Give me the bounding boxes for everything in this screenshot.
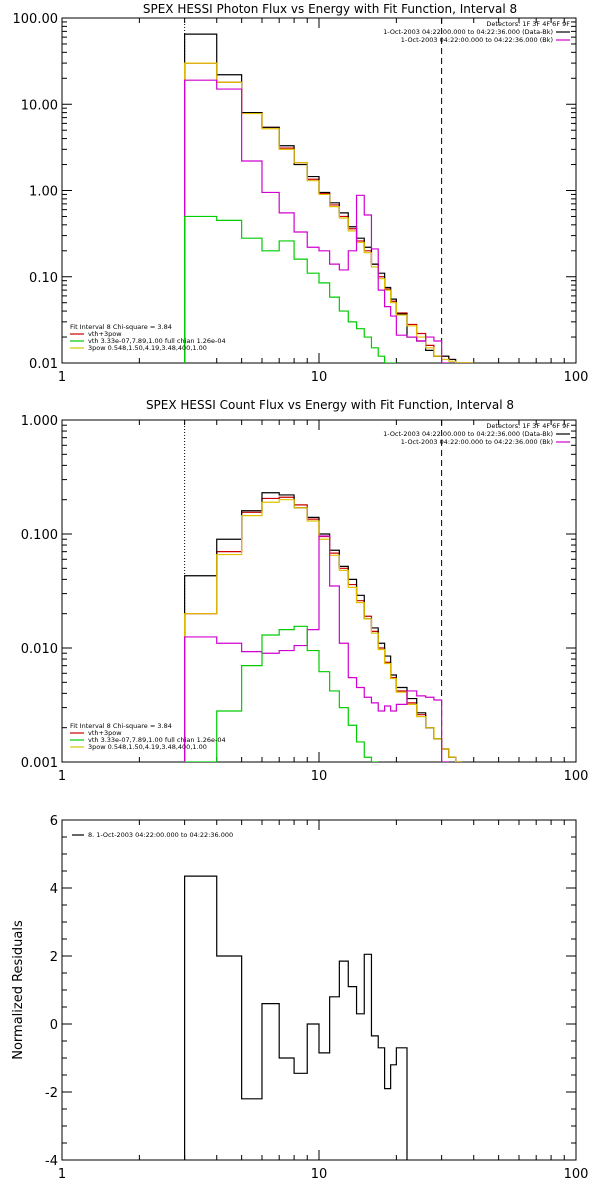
y-tick-label: 0.010 bbox=[21, 642, 58, 657]
legend-entry-label: 8. 1-Oct-2003 04:22:00.000 to 04:22:36.0… bbox=[88, 831, 233, 839]
legend-entry-label: 1-Oct-2003 04:22:00.000 to 04:22:36.000 … bbox=[383, 28, 553, 36]
legend-entry-label: 1-Oct-2003 04:22:00.000 to 04:22:36.000 … bbox=[383, 430, 553, 438]
series-data-bk bbox=[184, 492, 462, 762]
legend-detectors-header: Detectors: 1F 3F 4F 6F 9F bbox=[486, 422, 570, 430]
y-tick-label: 1.00 bbox=[29, 185, 58, 200]
y-tick-label: -2 bbox=[45, 1086, 58, 1101]
y-tick-label: 0.10 bbox=[29, 271, 58, 286]
count-flux-plot-area: 1 10 100 0.001 0.010 0.100 1.000 Detectors: 1F … bbox=[21, 414, 589, 784]
y-tick-label: 100.00 bbox=[13, 12, 59, 27]
y-tick-label: 10.00 bbox=[21, 98, 58, 113]
legend-entry-label: vth 3.33e-07,7.89,1.00 full chian 1.26e-… bbox=[88, 337, 226, 345]
y-tick-label: -4 bbox=[45, 1154, 58, 1169]
series-3pow bbox=[184, 62, 474, 363]
count-flux-panel: SPEX HESSI Count Flux vs Energy with Fit… bbox=[21, 398, 589, 784]
x-tick-label: 1 bbox=[58, 370, 66, 385]
x-tick-label: 10 bbox=[311, 370, 328, 385]
legend-entry-label: 1-Oct-2003 04:22:00.000 to 04:22:36.000 … bbox=[401, 438, 553, 446]
series-bk bbox=[184, 535, 449, 762]
legend-entry-label: vth 3.33e-07,7.89,1.00 full chian 1.26e-… bbox=[88, 736, 226, 744]
y-tick-label: 0.01 bbox=[29, 357, 58, 372]
legend-fit-header: Fit Interval 8 Chi-square = 3.84 bbox=[70, 323, 172, 331]
y-tick-label: 1.000 bbox=[21, 414, 58, 429]
x-tick-label: 10 bbox=[311, 1167, 328, 1182]
x-tick-label: 10 bbox=[311, 769, 328, 784]
photon-flux-title: SPEX HESSI Photon Flux vs Energy with Fi… bbox=[143, 2, 517, 16]
x-tick-label: 1 bbox=[58, 769, 66, 784]
residuals-y-axis-label: Normalized Residuals bbox=[11, 920, 26, 1060]
count-flux-title: SPEX HESSI Count Flux vs Energy with Fit… bbox=[146, 398, 514, 412]
y-tick-label: 4 bbox=[50, 882, 58, 897]
photon-flux-plot-area: 1 10 100 0.01 0.10 1.00 10.00 100.00 Detectors: … bbox=[13, 12, 589, 385]
y-tick-label: 2 bbox=[50, 950, 58, 965]
series-vth-3pow bbox=[184, 62, 474, 363]
x-tick-label: 100 bbox=[564, 769, 589, 784]
series-residuals bbox=[184, 875, 408, 1160]
series-bk bbox=[184, 79, 449, 363]
legend-entry-label: vth+3pow bbox=[88, 330, 122, 338]
legend-entry-label: vth+3pow bbox=[88, 729, 122, 737]
x-tick-label: 100 bbox=[564, 1167, 589, 1182]
legend-entry-label: 1-Oct-2003 04:22:00.000 to 04:22:36.000 … bbox=[401, 36, 553, 44]
series-3pow bbox=[184, 499, 462, 762]
y-tick-label: 0 bbox=[50, 1018, 58, 1033]
x-tick-label: 1 bbox=[58, 1167, 66, 1182]
series-vth bbox=[184, 215, 397, 363]
photon-flux-panel: SPEX HESSI Photon Flux vs Energy with Fi… bbox=[13, 2, 589, 385]
legend-entry-label: 3pow 0.548,1.50,4.19,3.48,400,1.00 bbox=[88, 344, 207, 352]
residuals-plot-area: 1 10 100 -4 -2 0 2 4 6 8. 1-Oct-2003 04:22:00.000… bbox=[45, 814, 588, 1182]
y-tick-label: 0.001 bbox=[21, 756, 58, 771]
legend-entry-label: 3pow 0.548,1.50,4.19,3.48,400,1.00 bbox=[88, 743, 207, 751]
series-vth bbox=[184, 625, 379, 762]
x-tick-label: 100 bbox=[564, 370, 589, 385]
series-vth-3pow bbox=[184, 496, 462, 762]
residuals-plot-frame bbox=[61, 819, 577, 1161]
y-tick-label: 0.100 bbox=[21, 528, 58, 543]
residuals-panel: Normalized Residuals 1 10 100 -4 -2 0 2 4 6 8. 1-… bbox=[11, 814, 588, 1182]
y-tick-label: 6 bbox=[50, 814, 58, 829]
legend-fit-header: Fit Interval 8 Chi-square = 3.84 bbox=[70, 722, 172, 730]
legend-detectors-header: Detectors: 1F 3F 4F 6F 9F bbox=[486, 20, 570, 28]
